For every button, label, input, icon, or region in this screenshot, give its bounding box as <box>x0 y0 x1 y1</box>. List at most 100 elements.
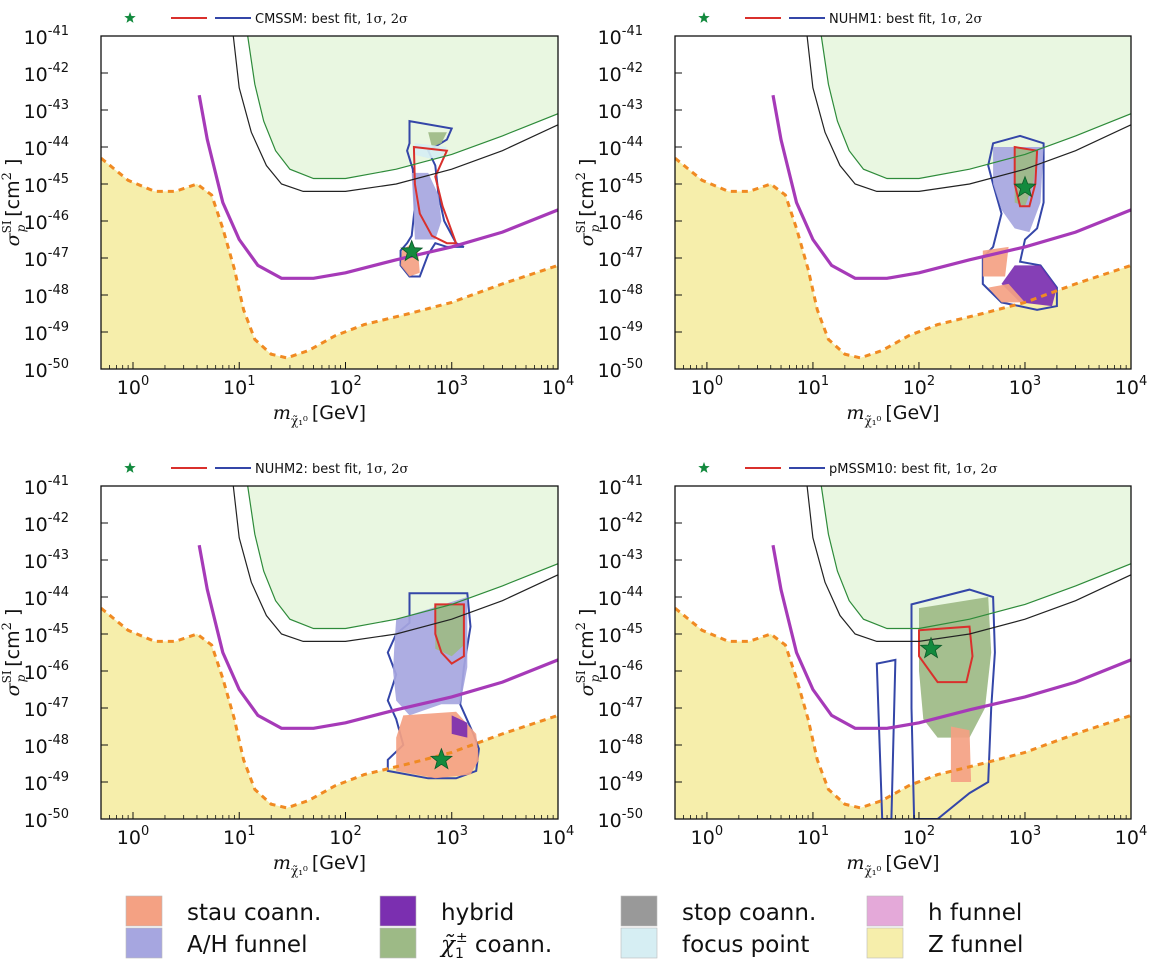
legend-star-icon <box>698 12 710 23</box>
y-tick-label: 10-49 <box>598 770 643 795</box>
x-tick-label: 100 <box>117 374 149 399</box>
y-axis-label: σSIp[cm2 ] <box>0 159 28 247</box>
contour-2sigma <box>981 134 1058 311</box>
y-axis-label: σSIp[cm2 ] <box>574 159 602 247</box>
key-item: stop coann. <box>620 895 816 927</box>
legend-star-icon <box>124 12 136 23</box>
x-tick-label: 101 <box>797 824 829 849</box>
neutrino-floor-line <box>675 606 1131 810</box>
chart-panel-cmssm: 100 101 102 103 104 10-41 10-42 10-43 10-44 10-45… <box>0 12 574 428</box>
key-label: Z funnel <box>928 932 1023 958</box>
lux-limit-line <box>197 94 558 280</box>
excluded-region <box>247 36 558 179</box>
y-tick-label: 10-45 <box>24 622 69 647</box>
y-tick-label: 10-50 <box>24 357 69 382</box>
limit-line-black <box>232 486 558 642</box>
x-axis-label: mχ̃₁⁰ [GeV] <box>273 852 366 878</box>
limit-line-green <box>820 36 1131 180</box>
plot-area <box>101 486 558 819</box>
key-label: A/H funnel <box>187 932 307 958</box>
y-tick-label: 10-41 <box>598 24 643 49</box>
panel-legend: NUHM2: best fit, 1σ, 2σ <box>124 462 409 477</box>
y-tick-label: 10-45 <box>24 172 69 197</box>
x-tick-label: 100 <box>691 374 723 399</box>
x-tick-label: 101 <box>223 374 255 399</box>
hybrid-region <box>451 715 468 738</box>
y-tick-label: 10-42 <box>24 511 69 536</box>
y-tick-label: 10-49 <box>24 770 69 795</box>
x-tick-label: 102 <box>329 824 361 849</box>
key-swatch <box>620 895 658 927</box>
key-item: χ̃1± coann. <box>379 927 552 962</box>
panel-legend: pMSSM10: best fit, 1σ, 2σ <box>698 462 998 477</box>
neutrino-floor-line <box>101 606 558 810</box>
key-label: focus point <box>682 932 809 958</box>
key-label: h funnel <box>928 900 1022 926</box>
x-axis-label: mχ̃₁⁰ [GeV] <box>273 402 366 428</box>
y-tick-label: 10-44 <box>598 585 643 610</box>
y-tick-label: 10-43 <box>598 548 643 573</box>
key-swatch <box>379 927 417 959</box>
axes-frame <box>674 35 1132 370</box>
key-item: hybrid <box>379 895 514 927</box>
y-tick-label: 10-47 <box>24 246 69 271</box>
x-tick-label: 103 <box>1009 374 1041 399</box>
ah-region <box>411 172 442 240</box>
y-tick-label: 10-49 <box>598 320 643 345</box>
x-tick-label: 102 <box>903 824 935 849</box>
x-tick-label: 102 <box>329 374 361 399</box>
key-swatch <box>620 927 658 959</box>
axes-frame <box>100 485 559 820</box>
y-tick-label: 10-50 <box>24 807 69 832</box>
y-tick-label: 10-50 <box>598 807 643 832</box>
lux-limit-line <box>771 94 1131 280</box>
x-tick-label: 101 <box>797 374 829 399</box>
x-tick-label: 100 <box>691 824 723 849</box>
y-tick-label: 10-41 <box>598 474 643 499</box>
legend-text: CMSSM: best fit, 1σ, 2σ <box>255 12 408 27</box>
key-item: A/H funnel <box>125 927 307 959</box>
key-label: stop coann. <box>682 900 816 926</box>
best-fit-star <box>429 747 453 770</box>
y-tick-label: 10-50 <box>598 357 643 382</box>
key-swatch <box>379 895 417 927</box>
legend-text: NUHM2: best fit, 1σ, 2σ <box>255 462 409 477</box>
y-tick-label: 10-48 <box>598 733 643 758</box>
lux-limit-line <box>197 544 558 730</box>
x-tick-label: 104 <box>542 824 574 849</box>
y-tick-label: 10-48 <box>24 733 69 758</box>
key-swatch <box>125 895 163 927</box>
legend-star-icon <box>698 462 710 473</box>
stau-region <box>950 726 972 782</box>
y-axis-label: σSIp[cm2 ] <box>0 609 28 697</box>
x-tick-label: 100 <box>117 824 149 849</box>
z-funnel-region <box>675 608 1131 819</box>
panel-legend: NUHM1: best fit, 1σ, 2σ <box>698 12 983 27</box>
legend-text: NUHM1: best fit, 1σ, 2σ <box>829 12 983 27</box>
y-tick-label: 10-42 <box>598 61 643 86</box>
key-label: hybrid <box>441 900 514 926</box>
contour-1sigma <box>918 625 974 684</box>
y-tick-label: 10-44 <box>24 135 69 160</box>
y-tick-label: 10-47 <box>24 696 69 721</box>
y-tick-label: 10-46 <box>24 659 69 684</box>
neutrino-floor-line <box>675 156 1131 360</box>
y-tick-label: 10-46 <box>598 209 643 234</box>
key-label: stau coann. <box>187 900 321 926</box>
z-funnel-region <box>101 158 558 369</box>
legend-star-icon <box>124 462 136 473</box>
chart-panel-nuhm2: 100 101 102 103 104 10-41 10-42 10-43 10-44 10-45… <box>0 462 574 878</box>
axes-frame <box>100 35 559 370</box>
y-tick-label: 10-42 <box>598 511 643 536</box>
x-tick-label: 104 <box>1115 374 1147 399</box>
key-item: h funnel <box>866 895 1022 927</box>
lux-limit-line <box>771 544 1131 730</box>
key-item: Z funnel <box>866 927 1023 959</box>
contour-2sigma <box>875 658 897 819</box>
y-tick-label: 10-49 <box>24 320 69 345</box>
x-axis-label: mχ̃₁⁰ [GeV] <box>846 852 939 878</box>
x-tick-label: 104 <box>542 374 574 399</box>
limit-line-black <box>806 486 1131 642</box>
limit-line-green <box>247 36 558 180</box>
excluded-region <box>821 36 1131 179</box>
